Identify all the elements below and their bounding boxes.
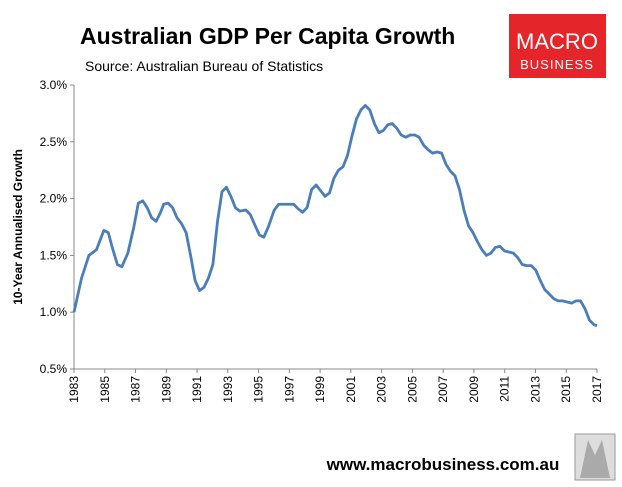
logo-image [580, 440, 610, 478]
y-tick-label: 1.5% [40, 248, 68, 262]
logo-text: BUSINESS [520, 57, 594, 72]
y-axis-label: 10-Year Annualised Growth [11, 149, 25, 305]
x-tick-label: 1983 [67, 376, 81, 403]
line [72, 104, 598, 328]
x-tick-label: 2009 [467, 376, 481, 403]
x-tick-label: 1995 [252, 376, 266, 403]
x-tick-label: 1993 [221, 376, 235, 403]
x-tick-label: 2013 [528, 376, 542, 403]
x-tick-label: 1999 [313, 376, 327, 403]
x-tick-label: 2005 [405, 376, 419, 403]
y-tick-label: 2.5% [40, 135, 68, 149]
chart-subtitle: Source: Australian Bureau of Statistics [85, 58, 323, 74]
y-tick-label: 3.0% [40, 78, 68, 92]
x-tick-label: 1987 [129, 376, 143, 403]
y-tick-label: 0.5% [40, 362, 68, 376]
y-tick-label: 1.0% [40, 305, 68, 319]
x-tick-label: 2007 [436, 376, 450, 403]
x-tick-label: 2001 [344, 376, 358, 403]
x-tick-label: 1997 [282, 376, 296, 403]
x-tick-label: 1989 [159, 376, 173, 403]
x-tick-label: 2003 [375, 376, 389, 403]
x-tick-label: 1991 [190, 376, 204, 403]
logo-box [509, 14, 606, 78]
logo-text: MACRO [516, 29, 598, 54]
x-tick-label: 2015 [559, 376, 573, 403]
x-tick-label: 1985 [98, 376, 112, 403]
chart-title: Australian GDP Per Capita Growth [80, 23, 455, 49]
footer-url: www.macrobusiness.com.au [326, 455, 560, 474]
x-tick-label: 2017 [590, 376, 604, 403]
y-tick-label: 2.0% [40, 192, 68, 206]
x-tick-label: 2011 [498, 376, 512, 402]
